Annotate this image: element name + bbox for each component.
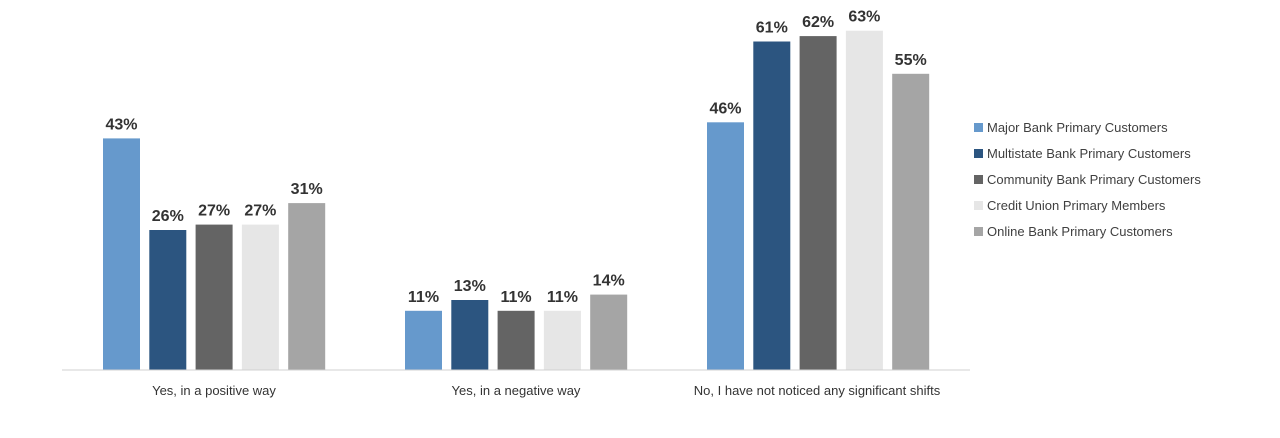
legend-swatch-community-bank-primary-customers [974,175,983,184]
bar-major-bank-primary-customers-2 [405,310,442,370]
data-label-multistate-bank-primary-customers-1: 26% [152,208,184,225]
data-label-major-bank-primary-customers-3: 46% [709,100,741,117]
data-label-online-bank-primary-customers-1: 31% [291,181,323,198]
data-label-credit-union-primary-members-2: 11% [547,289,578,306]
bar-multistate-bank-primary-customers-2 [451,300,489,370]
bar-community-bank-primary-customers-3 [799,36,837,370]
data-label-credit-union-primary-members-1: 27% [244,203,276,220]
category-labels-layer: Yes, in a positive way Yes, in a negative… [152,383,941,398]
legend-label-credit-union-primary-members: Credit Union Primary Members [987,198,1166,213]
legend-label-community-bank-primary-customers: Community Bank Primary Customers [987,172,1201,187]
bar-credit-union-primary-members-3 [845,30,883,370]
bar-multistate-bank-primary-customers-3 [753,41,791,370]
data-label-community-bank-primary-customers-1: 27% [198,203,230,220]
bar-online-bank-primary-customers-1 [288,203,326,370]
data-label-community-bank-primary-customers-2: 11% [501,289,532,306]
bar-community-bank-primary-customers-1 [195,224,233,370]
data-label-online-bank-primary-customers-3: 55% [895,52,927,69]
bar-online-bank-primary-customers-2 [590,294,628,370]
legend-label-online-bank-primary-customers: Online Bank Primary Customers [987,224,1173,239]
data-label-credit-union-primary-members-3: 63% [848,9,880,26]
data-label-major-bank-primary-customers-2: 11% [408,289,439,306]
data-label-multistate-bank-primary-customers-2: 13% [454,278,486,295]
legend: Major Bank Primary Customers Multistate B… [974,120,1201,239]
bar-credit-union-primary-members-2 [543,310,581,370]
category-label-2: Yes, in a negative way [452,383,581,398]
bar-major-bank-primary-customers-3 [707,122,744,370]
category-label-1: Yes, in a positive way [152,383,276,398]
legend-swatch-major-bank-primary-customers [974,123,983,132]
bar-multistate-bank-primary-customers-1 [149,230,187,370]
data-label-major-bank-primary-customers-1: 43% [105,116,137,133]
value-labels-layer: 43% 26% 27% 27% 31% 11% 13% 11% 11% 14% 46% 61% 62% 6… [105,9,926,306]
bar-credit-union-primary-members-1 [241,224,279,370]
bar-major-bank-primary-customers-1 [103,138,140,370]
bars-layer [103,30,930,371]
legend-label-multistate-bank-primary-customers: Multistate Bank Primary Customers [987,146,1191,161]
bar-online-bank-primary-customers-3 [892,73,930,371]
legend-swatch-multistate-bank-primary-customers [974,149,983,158]
legend-swatch-online-bank-primary-customers [974,227,983,236]
data-label-multistate-bank-primary-customers-3: 61% [756,20,788,37]
legend-swatch-credit-union-primary-members [974,201,983,210]
legend-label-major-bank-primary-customers: Major Bank Primary Customers [987,120,1168,135]
category-label-3: No, I have not noticed any significant s… [694,383,941,398]
bar-community-bank-primary-customers-2 [497,310,535,370]
data-label-online-bank-primary-customers-2: 14% [593,273,625,290]
data-label-community-bank-primary-customers-3: 62% [802,14,834,31]
